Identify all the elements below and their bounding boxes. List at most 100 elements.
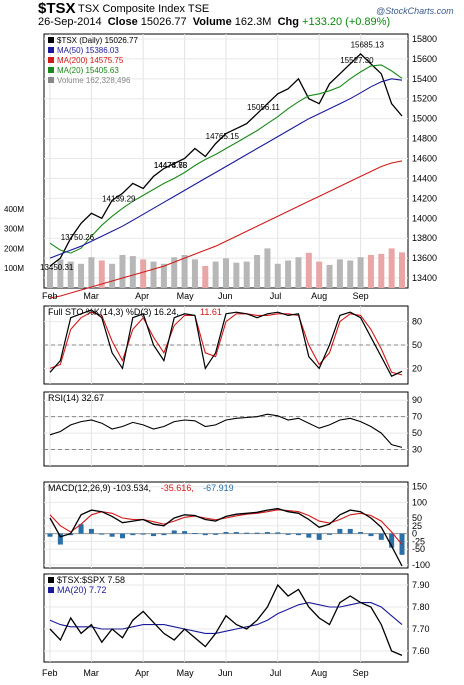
volume-tick-label: 300M	[4, 225, 24, 234]
volume-bar	[98, 260, 105, 288]
macd-histogram-bar	[233, 532, 239, 534]
month-label: Apr	[135, 668, 149, 678]
y-tick-label: 7.80	[412, 602, 430, 612]
month-label: May	[177, 668, 195, 678]
rsi-line	[49, 413, 403, 448]
price-annotation: 13750.26	[61, 233, 95, 242]
volume-bar	[316, 261, 323, 288]
macd-histogram-bar	[327, 533, 333, 535]
macd-histogram-bar	[389, 533, 395, 548]
stoch-legend: Full STO %K(14,3) %D(3) 16.24,	[48, 307, 179, 317]
volume-bar	[171, 257, 178, 288]
ratio-line	[49, 583, 403, 656]
y-tick-label: 70	[412, 412, 422, 422]
stoch-legend-d: 11.61	[200, 307, 222, 317]
macd-histogram-bar	[378, 533, 384, 540]
y-tick-label: 13600	[412, 253, 437, 263]
price-series-ma50	[49, 78, 403, 259]
macd-legend: -35.616,	[161, 483, 194, 493]
volume-label: Volume	[192, 16, 232, 28]
volume-bar	[305, 252, 312, 288]
macd-histogram-bar	[47, 533, 53, 537]
macd-histogram-bar	[347, 528, 353, 534]
month-label: Sep	[353, 291, 369, 301]
volume-bar	[202, 266, 209, 288]
volume-bar	[357, 257, 364, 288]
volume-bar	[212, 261, 219, 288]
month-label: May	[177, 291, 195, 301]
macd-histogram-bar	[275, 532, 281, 534]
volume-bar	[399, 252, 405, 288]
volume-bar	[336, 259, 343, 288]
price-series-ma20	[49, 64, 403, 254]
month-label: Mar	[83, 668, 99, 678]
month-label: Aug	[311, 291, 327, 301]
month-label: Jul	[270, 291, 282, 301]
volume-bar	[150, 261, 157, 288]
legend-label: MA(50) 15386.03	[57, 46, 119, 55]
legend-swatch	[48, 587, 54, 593]
ticker-symbol: $TSX	[38, 0, 76, 17]
legend-swatch	[48, 77, 54, 83]
month-label: Jul	[270, 668, 282, 678]
volume-bar	[160, 263, 167, 288]
chg-label: Chg	[277, 16, 299, 28]
y-tick-label: 15400	[412, 74, 437, 84]
month-label: Feb	[42, 291, 58, 301]
month-label: Sep	[353, 668, 369, 678]
month-label: Aug	[311, 668, 327, 678]
y-tick-label: 14200	[412, 193, 437, 203]
y-tick-label: 15200	[412, 94, 437, 104]
y-tick-label: 13800	[412, 233, 437, 243]
volume-bar	[274, 263, 281, 288]
macd-histogram-bar	[140, 533, 146, 535]
legend-swatch	[48, 57, 54, 63]
rsi-legend: RSI(14) 32.67	[48, 393, 104, 403]
y-tick-label: 0	[412, 529, 417, 539]
y-tick-label: 14000	[412, 213, 437, 223]
macd-histogram-bar	[151, 533, 157, 537]
month-label: Mar	[83, 291, 99, 301]
y-tick-label: 50	[412, 340, 422, 350]
macd-histogram-bar	[295, 533, 301, 536]
macd-histogram-bar	[119, 533, 125, 539]
y-tick-label: 14800	[412, 134, 437, 144]
y-tick-label: 20	[412, 363, 422, 373]
volume-bar	[191, 259, 198, 288]
volume-value: 162.3M	[234, 16, 272, 28]
macd-histogram-bar	[99, 533, 105, 535]
volume-bar	[388, 248, 395, 288]
y-tick-label: 7.90	[412, 580, 430, 590]
y-tick-label: 50	[412, 428, 422, 438]
y-tick-label: -25	[412, 536, 425, 546]
macd-histogram-bar	[78, 524, 84, 534]
y-tick-label: 80	[412, 317, 422, 327]
y-tick-label: 150	[412, 482, 427, 492]
y-tick-label: 7.70	[412, 624, 430, 634]
y-tick-label: 7.60	[412, 646, 430, 656]
macd-histogram-bar	[130, 533, 136, 536]
macd-histogram-bar	[202, 533, 208, 536]
macd-signal-line	[49, 509, 403, 546]
volume-bar	[119, 255, 126, 288]
brand-watermark: @StockCharts.com	[376, 6, 454, 16]
volume-bar	[295, 257, 302, 288]
volume-bar	[326, 264, 333, 288]
volume-bar	[254, 255, 261, 288]
legend-label: Volume 162,328,496	[57, 76, 131, 85]
volume-bar	[181, 255, 188, 288]
price-annotation: 15056.11	[247, 103, 280, 112]
volume-tick-label: 200M	[4, 244, 24, 253]
legend-label: $TSX (Daily) 15026.77	[57, 36, 138, 45]
close-label: Close	[107, 16, 138, 28]
price-annotation: 14765.15	[206, 132, 240, 141]
y-tick-label: 100	[412, 497, 427, 507]
month-label: Apr	[135, 291, 149, 301]
ratio-ma-line	[49, 602, 403, 634]
macd-histogram-bar	[192, 532, 198, 534]
price-series-ma200	[49, 160, 403, 299]
macd-histogram-bar	[368, 533, 374, 537]
volume-bar	[88, 257, 95, 288]
